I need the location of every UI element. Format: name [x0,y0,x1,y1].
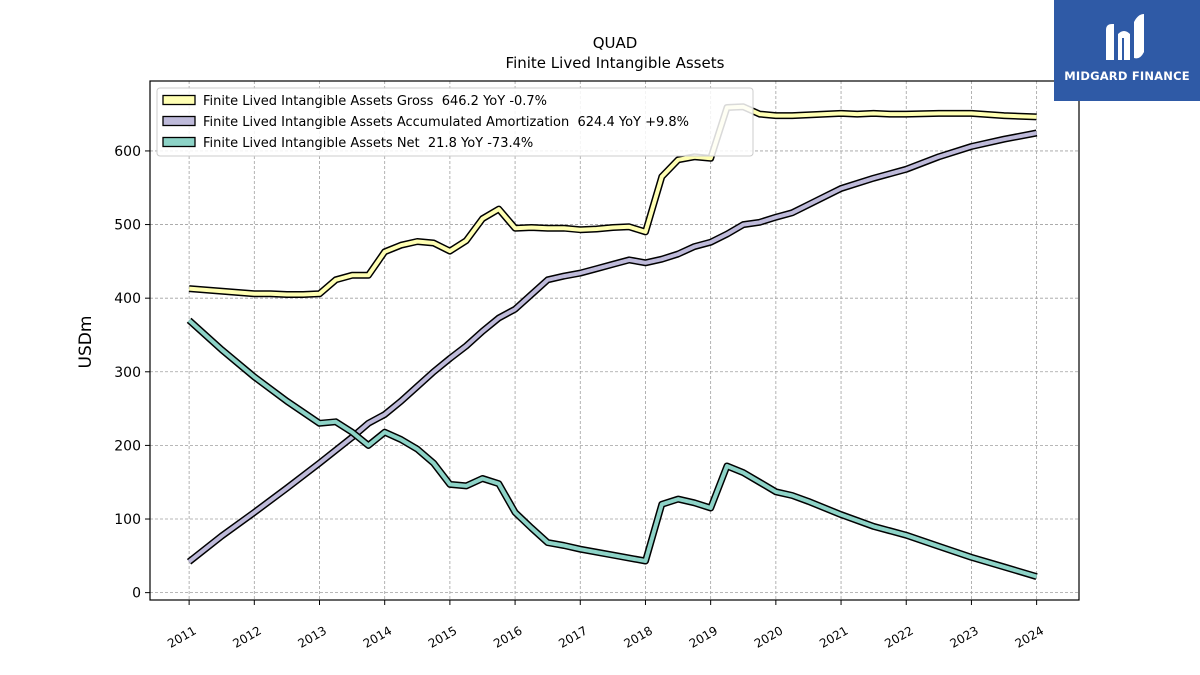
x-tick-label: 2015 [426,623,459,650]
y-tick-label: 100 [114,512,141,528]
chart-title: QUAD [593,34,638,52]
legend: Finite Lived Intangible Assets Gross 646… [156,87,754,157]
y-tick-label: 500 [114,218,141,234]
brand-mark-icon [1106,14,1144,60]
y-tick-label: 300 [114,365,141,381]
y-tick-label: 0 [132,586,141,602]
x-tick-label: 2021 [817,623,850,650]
brand-logo: MIDGARD FINANCE [1054,0,1200,101]
x-tick-label: 2012 [230,623,263,650]
y-tick-label: 400 [114,291,141,307]
y-axis-label: USDm [76,316,96,369]
series-line-3 [187,318,1038,579]
series-line-2 [187,131,1037,564]
legend-label: Finite Lived Intangible Assets Accumulat… [203,115,689,130]
x-tick-label: 2014 [361,623,394,650]
x-tick-label: 2019 [687,623,720,650]
x-tick-label: 2023 [947,623,980,650]
legend-swatch [162,136,196,148]
x-tick-label: 2016 [491,623,524,650]
legend-label: Finite Lived Intangible Assets Gross 646… [203,94,547,109]
brand-name: MIDGARD FINANCE [1064,69,1190,83]
legend-box [156,87,754,157]
series-outline-2 [186,129,1038,565]
series-line-1 [188,104,1037,297]
x-tick-label: 2011 [165,623,198,650]
x-tick-label: 2018 [622,623,655,650]
chart-subtitle: Finite Lived Intangible Assets [506,54,725,72]
y-tick-label: 200 [114,438,141,454]
x-tick-label: 2024 [1013,623,1046,650]
x-tick-label: 2013 [296,623,329,650]
x-tick-label: 2022 [882,623,915,650]
plot-frame [149,80,1080,601]
x-tick-label: 2017 [556,623,589,650]
series-layer [186,103,1038,580]
y-tick-label: 600 [114,144,141,160]
legend-swatch [162,115,196,127]
legend-swatch [162,94,196,106]
x-tick-label: 2020 [752,623,785,650]
legend-label: Finite Lived Intangible Assets Net 21.8 … [203,136,533,151]
